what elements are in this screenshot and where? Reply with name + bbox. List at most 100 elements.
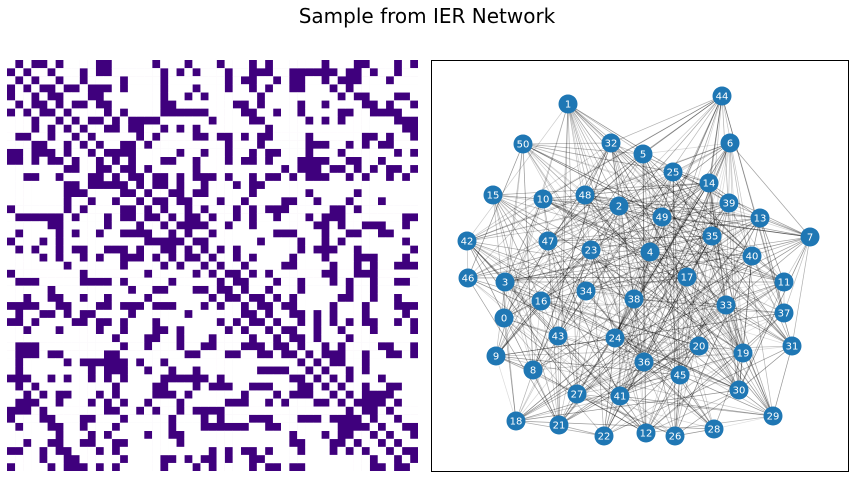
matrix-cell — [103, 253, 113, 262]
matrix-cell — [393, 229, 403, 238]
matrix-cell — [321, 285, 330, 295]
matrix-cell — [152, 205, 161, 214]
node-label: 7 — [807, 233, 813, 244]
graph-edge — [542, 95, 723, 200]
matrix-cell — [39, 164, 48, 174]
matrix-cell — [232, 342, 242, 351]
matrix-cell — [256, 446, 266, 456]
matrix-cell — [321, 358, 330, 367]
matrix-cell — [31, 221, 40, 230]
matrix-cell — [184, 366, 193, 375]
matrix-cell — [103, 269, 113, 278]
matrix-cell — [409, 156, 418, 166]
node-label: 50 — [517, 140, 530, 151]
node-circle — [774, 303, 794, 323]
matrix-cell — [377, 180, 387, 190]
matrix-cell — [135, 237, 145, 246]
matrix-cell — [313, 438, 322, 448]
graph-edge — [466, 240, 621, 397]
graph-edge — [567, 103, 620, 207]
matrix-cell — [329, 197, 338, 206]
matrix-cell — [208, 188, 217, 198]
matrix-cell — [63, 325, 72, 335]
graph-edge — [672, 171, 713, 237]
graph-edge — [618, 205, 645, 363]
matrix-cell — [361, 108, 370, 117]
graph-node-27: 27 — [567, 384, 587, 404]
matrix-cell — [337, 124, 346, 133]
matrix-cell — [208, 358, 217, 367]
matrix-cell — [393, 269, 403, 278]
matrix-cell — [409, 188, 418, 198]
node-label: 36 — [638, 358, 651, 369]
node-label: 33 — [720, 301, 733, 312]
matrix-cell — [95, 309, 105, 319]
matrix-cell — [23, 164, 32, 174]
matrix-cell — [63, 245, 72, 254]
matrix-cell — [313, 366, 322, 375]
matrix-cell — [297, 430, 306, 440]
matrix-cell — [127, 293, 137, 303]
matrix-cell — [7, 350, 16, 359]
matrix-cell — [281, 414, 290, 423]
matrix-cell — [240, 188, 250, 198]
matrix-cell — [313, 116, 322, 125]
matrix-cell — [47, 180, 56, 190]
graph-edge — [515, 236, 811, 422]
matrix-cell — [216, 116, 225, 125]
graph-edge — [619, 95, 723, 397]
matrix-cell — [111, 92, 121, 101]
matrix-cell — [337, 406, 346, 415]
matrix-cell — [160, 342, 169, 351]
matrix-cell — [369, 342, 379, 351]
graph-edge — [576, 205, 620, 395]
matrix-cell — [168, 358, 177, 367]
matrix-cell — [119, 334, 129, 343]
matrix-cell — [401, 148, 411, 158]
matrix-cell — [329, 172, 338, 182]
matrix-cell — [15, 438, 24, 448]
matrix-cell — [264, 108, 274, 117]
node-label: 48 — [579, 191, 592, 202]
graph-edge — [645, 281, 785, 434]
matrix-cell — [127, 261, 137, 270]
matrix-cell — [313, 229, 322, 238]
matrix-cell — [401, 325, 411, 335]
matrix-cell — [401, 180, 411, 190]
matrix-cell — [401, 68, 411, 77]
graph-edge — [643, 255, 753, 363]
matrix-cell — [192, 422, 201, 432]
node-label: 44 — [716, 92, 729, 103]
matrix-cell — [127, 374, 137, 383]
graph-edge — [503, 317, 517, 422]
matrix-cell — [47, 140, 56, 149]
graph-edge — [698, 345, 740, 391]
matrix-cell — [297, 221, 306, 230]
matrix-cell — [337, 140, 346, 149]
matrix-cell — [297, 205, 306, 214]
matrix-cell — [401, 76, 411, 85]
node-label: 5 — [640, 150, 646, 161]
graph-edge — [515, 352, 744, 422]
matrix-cell — [385, 301, 395, 311]
matrix-cell — [23, 285, 32, 295]
graph-node-29: 29 — [763, 406, 783, 426]
matrix-cell — [168, 148, 177, 158]
matrix-cell — [95, 398, 105, 407]
matrix-cell — [184, 325, 193, 335]
matrix-cell — [7, 422, 16, 432]
matrix-cell — [184, 180, 193, 190]
matrix-cell — [232, 237, 242, 246]
graph-edge — [492, 194, 793, 347]
matrix-cell — [329, 454, 338, 464]
node-circle — [506, 411, 526, 431]
matrix-cell — [95, 342, 105, 351]
matrix-cell — [321, 317, 330, 327]
matrix-cell — [313, 446, 322, 456]
matrix-cell — [281, 358, 290, 367]
matrix-cell — [281, 293, 290, 303]
matrix-cell — [345, 116, 354, 125]
matrix-cell — [321, 84, 330, 93]
matrix-cell — [103, 438, 113, 448]
matrix-cell — [71, 205, 80, 214]
